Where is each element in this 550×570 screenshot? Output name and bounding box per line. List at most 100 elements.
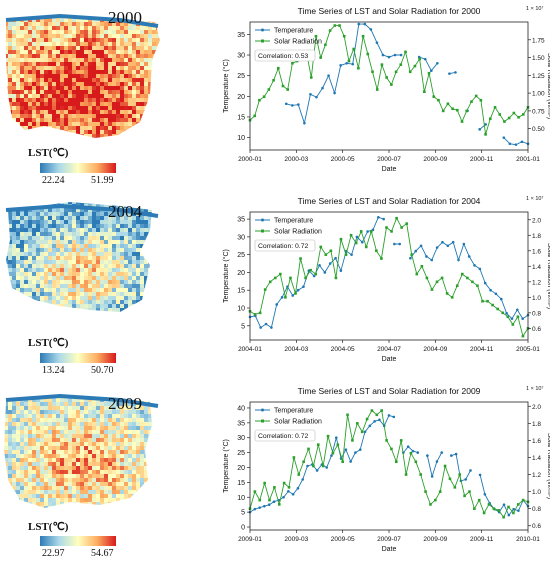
map-pixel — [44, 328, 48, 332]
map-pixel — [136, 514, 140, 518]
temperature-point — [267, 503, 271, 506]
map-pixel — [48, 276, 52, 280]
map-pixel — [68, 462, 72, 466]
map-pixel — [64, 130, 68, 134]
map-pixel — [120, 78, 124, 82]
y-tick-label: 15 — [237, 288, 245, 295]
map-pixel — [132, 434, 136, 438]
solar-radiation-point — [390, 83, 393, 86]
map-pixel — [24, 54, 28, 58]
map-pixel — [100, 138, 104, 142]
map-pixel — [104, 102, 108, 106]
temperature-point — [502, 503, 506, 506]
map-pixel — [40, 486, 44, 490]
y-tick-label: 30 — [237, 435, 245, 442]
map-pixel — [36, 236, 40, 240]
map-pixel — [80, 438, 84, 442]
temperature-point — [512, 507, 515, 511]
map-pixel — [128, 490, 132, 494]
y-tick-label: 5 — [241, 323, 245, 330]
map-pixel — [0, 58, 4, 62]
map-pixel — [148, 430, 152, 434]
map-pixel — [16, 130, 20, 134]
map-pixel — [100, 264, 104, 268]
map-pixel — [40, 308, 44, 312]
map-pixel — [60, 264, 64, 268]
map-pixel — [16, 212, 20, 216]
map-pixel — [72, 328, 76, 332]
map-pixel — [108, 316, 112, 320]
map-pixel — [32, 102, 36, 106]
map-pixel — [164, 82, 168, 86]
map-pixel — [68, 304, 72, 308]
temperature-point — [339, 64, 342, 67]
map-pixel — [4, 454, 8, 458]
map-pixel — [20, 202, 24, 204]
map-pixel — [140, 272, 144, 276]
map-pixel — [36, 208, 40, 212]
map-pixel — [124, 320, 128, 324]
y-tick-label: 35 — [237, 420, 245, 427]
map-pixel — [0, 296, 4, 300]
map-pixel — [144, 324, 148, 328]
map-pixel — [124, 498, 128, 502]
map-pixel — [132, 138, 136, 142]
map-pixel — [128, 138, 132, 142]
solar-radiation-point — [360, 430, 364, 434]
map-pixel — [56, 268, 60, 272]
map-pixel — [128, 50, 132, 54]
map-pixel — [156, 410, 160, 414]
map-pixel — [144, 252, 148, 256]
map-pixel — [44, 54, 48, 58]
map-pixel — [16, 296, 20, 300]
map-pixel — [132, 86, 136, 90]
map-pixel — [132, 268, 136, 272]
map-pixel — [44, 98, 48, 102]
map-pixel — [152, 276, 156, 280]
map-pixel — [20, 446, 24, 450]
map-pixel — [72, 202, 76, 204]
map-pixel — [116, 494, 120, 498]
map-pixel — [132, 62, 136, 66]
map-pixel — [20, 328, 24, 332]
map-pixel — [88, 118, 92, 122]
map-pixel — [44, 94, 48, 98]
map-pixel — [48, 66, 52, 70]
map-pixel — [76, 296, 80, 300]
map-pixel — [8, 202, 12, 204]
solar-radiation-point — [470, 100, 473, 103]
map-pixel — [152, 228, 156, 232]
map-pixel — [56, 426, 60, 430]
map-pixel — [148, 10, 152, 14]
temperature-point — [484, 123, 487, 126]
map-pixel — [140, 454, 144, 458]
map-pixel — [28, 240, 32, 244]
map-pixel — [148, 26, 152, 30]
solar-radiation-point — [491, 303, 494, 307]
map-pixel — [8, 320, 12, 324]
map-pixel — [0, 280, 4, 284]
map-pixel — [68, 224, 72, 228]
map-pixel — [84, 94, 88, 98]
map-pixel — [128, 130, 132, 134]
map-pixel — [32, 398, 36, 402]
map-pixel — [104, 434, 108, 438]
map-pixel — [64, 308, 68, 312]
map-pixel — [144, 114, 148, 118]
map-pixel — [68, 66, 72, 70]
map-pixel — [108, 320, 112, 324]
solar-radiation-point — [326, 434, 330, 438]
map-pixel — [112, 38, 116, 42]
map-pixel — [44, 264, 48, 268]
map-pixel — [40, 482, 44, 486]
map-pixel — [40, 46, 44, 50]
map-pixel — [108, 252, 112, 256]
map-pixel — [32, 130, 36, 134]
map-pixel — [136, 118, 140, 122]
map-pixel — [144, 308, 148, 312]
map-pixel — [44, 110, 48, 114]
map-pixel — [88, 74, 92, 78]
map-pixel — [64, 202, 68, 204]
map-pixel — [76, 208, 80, 212]
